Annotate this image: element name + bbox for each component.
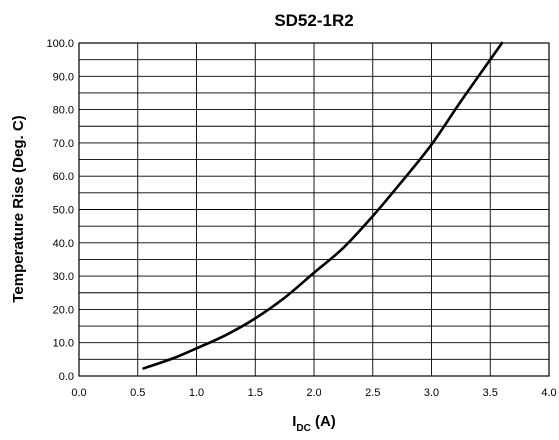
y-tick-label: 40.0 [53, 238, 74, 250]
x-axis-title-main: I [292, 413, 296, 430]
y-axis-tick-labels: 0.0 10.0 20.0 30.0 40.0 50.0 60.0 70.0 80.0 90.0 1… [46, 38, 74, 383]
y-tick-label: 50.0 [53, 205, 74, 217]
y-tick-label: 90.0 [53, 71, 74, 83]
x-tick-label: 0.0 [71, 387, 86, 399]
y-axis-title: Temperature Rise (Deg. C) [10, 115, 27, 302]
y-tick-label: 100.0 [46, 38, 74, 50]
x-tick-label: 2.0 [306, 387, 321, 399]
series-layer [142, 41, 504, 370]
y-tick-label: 70.0 [53, 138, 74, 150]
plot-frame [78, 42, 550, 377]
y-tick-label: 0.0 [59, 371, 74, 383]
y-tick-label: 80.0 [53, 105, 74, 117]
x-axis-tick-labels: 0.0 0.5 1.0 1.5 2.0 2.5 3.0 3.5 4.0 [71, 387, 556, 399]
x-axis-title-subscript: DC [296, 423, 310, 434]
x-tick-label: 4.0 [541, 387, 556, 399]
x-tick-label: 3.0 [424, 387, 439, 399]
grid [78, 42, 550, 377]
x-tick-label: 2.5 [365, 387, 380, 399]
chart-title: SD52-1R2 [274, 11, 353, 30]
y-tick-label: 20.0 [53, 304, 74, 316]
series-line [142, 41, 504, 370]
y-tick-label: 30.0 [53, 271, 74, 283]
x-tick-label: 3.5 [483, 387, 498, 399]
x-tick-label: 1.5 [248, 387, 263, 399]
x-tick-label: 1.0 [189, 387, 204, 399]
x-axis-title: IDC (A) [292, 413, 336, 434]
y-tick-label: 10.0 [53, 338, 74, 350]
x-axis-title-suffix: (A) [311, 413, 336, 430]
x-tick-label: 0.5 [130, 387, 145, 399]
y-tick-label: 60.0 [53, 171, 74, 183]
